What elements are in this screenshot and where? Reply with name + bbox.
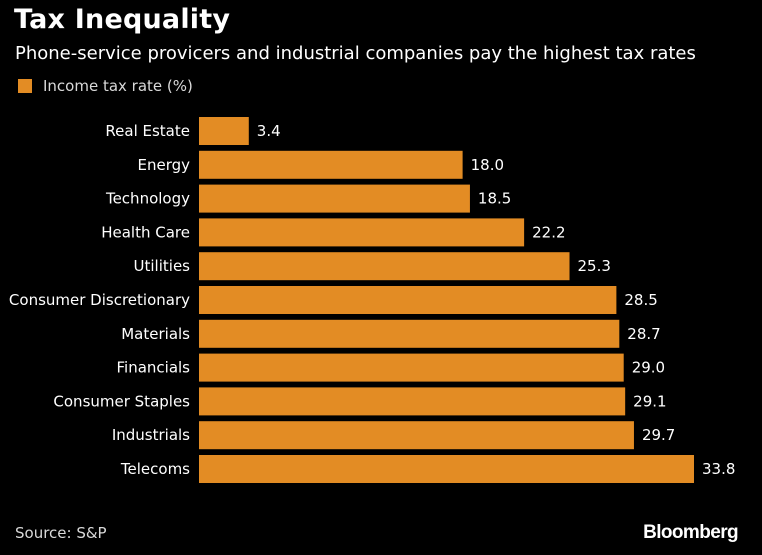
bar [199,218,525,247]
chart-subtitle: Phone-service provicers and industrial c… [15,43,696,64]
category-label: Real Estate [105,122,190,140]
bar [199,184,470,213]
category-label: Industrials [112,426,190,444]
category-label: Materials [121,325,190,343]
category-label: Health Care [101,223,190,241]
data-label: 28.7 [627,325,660,343]
legend-swatch [18,79,32,93]
category-label: Consumer Staples [53,392,190,410]
data-label: 28.5 [624,291,657,309]
data-label: 29.0 [632,359,665,377]
data-label: 29.1 [633,392,666,410]
data-label: 29.7 [642,426,675,444]
bar [199,252,570,281]
chart-title: Tax Inequality [14,4,231,35]
bar [199,455,694,483]
bar [199,117,249,145]
data-label: 33.8 [702,460,735,478]
category-label: Energy [137,156,190,174]
data-label: 18.5 [478,190,511,208]
bar [199,286,617,314]
category-label: Financials [117,359,191,377]
legend-label: Income tax rate (%) [43,77,193,95]
data-label: 18.0 [471,156,504,174]
bar [199,421,634,450]
bar [199,387,626,416]
bar [199,319,620,348]
source-note: Source: S&P [15,524,107,542]
data-label: 3.4 [257,122,281,140]
category-label: Consumer Discretionary [9,291,190,309]
data-label: 22.2 [532,223,565,241]
bar [199,150,463,179]
category-label: Telecoms [120,460,190,478]
data-label: 25.3 [578,257,611,275]
category-label: Utilities [134,257,191,275]
legend: Income tax rate (%) [18,77,193,95]
category-label: Technology [105,190,190,208]
bar [199,353,624,382]
bloomberg-logo: Bloomberg [643,522,738,543]
